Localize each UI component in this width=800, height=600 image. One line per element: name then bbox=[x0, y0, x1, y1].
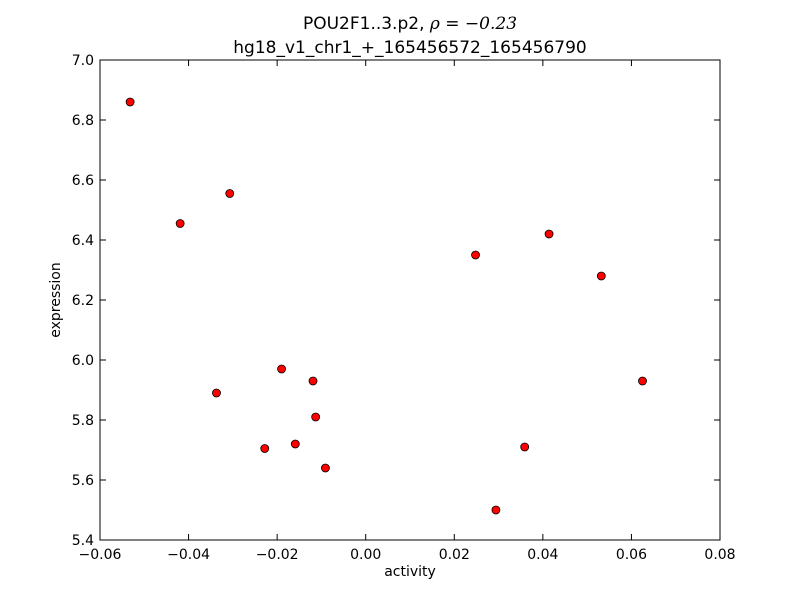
x-tick-label: 0.08 bbox=[704, 547, 735, 563]
y-tick-label: 6.0 bbox=[72, 353, 94, 369]
data-point bbox=[225, 189, 235, 198]
x-tick-label: 0.02 bbox=[439, 547, 470, 563]
data-point bbox=[638, 376, 647, 386]
y-tick-labels: 5.4 5.6 5.8 6.0 6.2 6.4 6.6 6.8 7.0 bbox=[72, 53, 94, 549]
x-tick-label: −0.06 bbox=[79, 547, 122, 563]
y-tick-label: 5.4 bbox=[72, 533, 94, 549]
x-tick-label: −0.02 bbox=[256, 547, 299, 563]
x-axis-label: activity bbox=[384, 564, 436, 580]
data-point bbox=[596, 271, 606, 281]
data-points bbox=[125, 97, 647, 515]
plot-area bbox=[100, 60, 720, 540]
x-tick-labels: −0.06 −0.04 −0.02 0.00 0.02 0.04 0.06 0.08 bbox=[79, 547, 736, 563]
x-tick-label: 0.04 bbox=[527, 547, 558, 563]
data-point bbox=[290, 439, 300, 449]
data-point bbox=[125, 97, 135, 107]
data-point bbox=[544, 229, 554, 239]
data-point bbox=[520, 442, 530, 452]
y-tick-label: 7.0 bbox=[72, 53, 94, 69]
data-point bbox=[471, 250, 480, 260]
plot-frame bbox=[99, 59, 721, 541]
y-tick-label: 5.6 bbox=[72, 473, 94, 489]
y-tick-label: 6.4 bbox=[72, 233, 94, 249]
data-point bbox=[491, 505, 501, 515]
data-point bbox=[308, 376, 318, 386]
chart-title-math: ρ = −0.23 bbox=[429, 14, 517, 34]
data-point bbox=[260, 444, 270, 453]
chart-title-prefix: POU2F1..3.p2, bbox=[303, 14, 430, 34]
data-point bbox=[311, 412, 321, 422]
data-point bbox=[277, 364, 286, 374]
y-tick-label: 6.8 bbox=[72, 113, 94, 129]
data-point bbox=[321, 463, 330, 473]
y-axis-label: expression bbox=[48, 262, 64, 338]
chart-title-line1: POU2F1..3.p2, ρ = −0.23 bbox=[303, 14, 517, 34]
y-tick-label: 6.6 bbox=[72, 173, 94, 189]
x-tick-label: −0.04 bbox=[167, 547, 210, 563]
chart-title-line2: hg18_v1_chr1_+_165456572_165456790 bbox=[233, 38, 586, 58]
data-point bbox=[212, 388, 221, 398]
y-tick-label: 5.8 bbox=[72, 413, 94, 429]
x-tick-label: 0.06 bbox=[616, 547, 647, 563]
data-point bbox=[175, 219, 185, 228]
y-tick-label: 6.2 bbox=[72, 293, 94, 309]
x-tick-label: 0.00 bbox=[350, 547, 381, 563]
